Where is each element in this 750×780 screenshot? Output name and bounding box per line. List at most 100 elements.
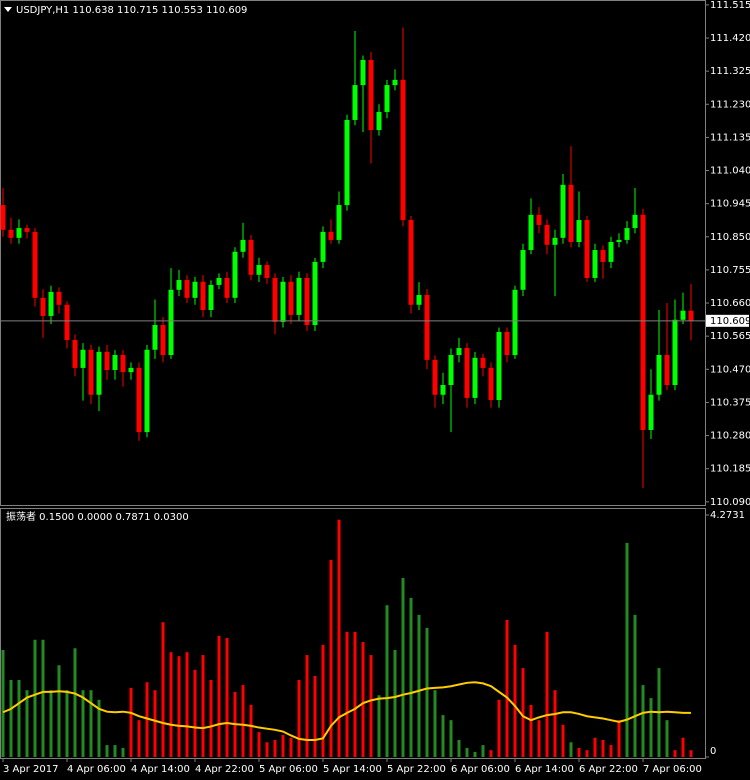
bar [409, 597, 413, 757]
bar [585, 750, 589, 757]
candle-body [288, 281, 294, 315]
bar [265, 742, 269, 757]
candle-body [624, 228, 630, 240]
bar [401, 578, 405, 757]
y-tick-label: 0 [710, 746, 716, 757]
y-tick-label: 111.135 [710, 132, 750, 143]
bar [193, 669, 197, 757]
y-tick-label: 110.280 [710, 431, 750, 442]
x-tick-label: 7 Apr 06:00 [643, 764, 702, 775]
candle-body [320, 231, 326, 262]
bar [249, 704, 253, 757]
bar [369, 655, 373, 757]
bar [73, 648, 77, 757]
candle-body [56, 291, 62, 305]
candle-body [560, 184, 566, 238]
candle-body [368, 59, 374, 131]
candle-body [384, 85, 390, 112]
bar [505, 619, 509, 757]
candle-body [304, 277, 310, 326]
x-tick-label: 3 Apr 2017 [3, 764, 58, 775]
y-tick-label: 111.230 [710, 99, 750, 110]
candle-body [224, 277, 230, 298]
bar [529, 704, 533, 757]
y-tick-label: 111.325 [710, 66, 750, 77]
bar [313, 676, 317, 757]
bar [617, 720, 621, 757]
bar [305, 655, 309, 757]
bar [321, 644, 325, 757]
candle-body [64, 304, 70, 341]
candle-body [32, 231, 38, 298]
bar [209, 679, 213, 757]
signal-line [2, 681, 691, 742]
menu-icon [4, 7, 12, 12]
bar [545, 631, 549, 757]
indicator-frame [0, 508, 706, 759]
main-frame [0, 0, 706, 506]
bar [113, 745, 117, 757]
candle-body [656, 355, 662, 395]
y-tick-label: 110.470 [710, 364, 750, 375]
bar [473, 751, 477, 757]
candle-body [312, 261, 318, 326]
bar [145, 682, 149, 757]
candle-body [0, 205, 6, 230]
bar [1, 649, 5, 757]
bar [201, 655, 205, 757]
candle-body [248, 239, 254, 275]
x-tick-label: 5 Apr 06:00 [259, 764, 318, 775]
bar [353, 631, 357, 757]
bar [433, 690, 437, 757]
y-tick-label: 4.2731 [710, 510, 745, 521]
candle-body [584, 220, 590, 278]
bar [25, 690, 29, 757]
candle-body [424, 295, 430, 360]
candle-body [664, 355, 670, 385]
bar [641, 685, 645, 757]
candle-body [672, 319, 678, 385]
bar [17, 679, 21, 757]
bar [513, 644, 517, 757]
chart-title: USDJPY,H1 110.638 110.715 110.553 110.60… [16, 5, 247, 16]
candle-body [480, 357, 486, 368]
bar [425, 627, 429, 757]
y-tick-label: 110.945 [710, 199, 750, 210]
candle-body [544, 224, 550, 245]
bar [329, 559, 333, 757]
x-tick-label: 6 Apr 14:00 [515, 764, 574, 775]
candle-body [640, 214, 646, 430]
bar [673, 750, 677, 757]
y-tick-label: 110.755 [710, 265, 750, 276]
candle-body [136, 367, 142, 433]
x-tick-label: 6 Apr 22:00 [579, 764, 638, 775]
candle-body [392, 79, 398, 86]
bar [217, 635, 221, 757]
bar [57, 665, 61, 757]
candle-body [400, 79, 406, 221]
candle-body [280, 281, 286, 322]
candle-body [432, 359, 438, 395]
candle-body [112, 355, 118, 370]
candle-body [16, 228, 22, 238]
bar [41, 639, 45, 757]
candle-body [128, 367, 134, 373]
candle-body [360, 59, 366, 86]
bar [97, 699, 101, 757]
candle-body [24, 228, 30, 232]
candle-body [456, 348, 462, 356]
candle-body [376, 111, 382, 131]
y-tick-label: 110.375 [710, 397, 750, 408]
bar [65, 690, 69, 757]
candle-body [600, 250, 606, 262]
bar [281, 734, 285, 757]
price-label-box [706, 314, 749, 327]
y-tick-label: 111.040 [710, 166, 750, 177]
bar [385, 605, 389, 757]
bar [361, 642, 365, 757]
candle-body [440, 384, 446, 395]
candle-body [176, 280, 182, 290]
candle-body [104, 351, 110, 370]
